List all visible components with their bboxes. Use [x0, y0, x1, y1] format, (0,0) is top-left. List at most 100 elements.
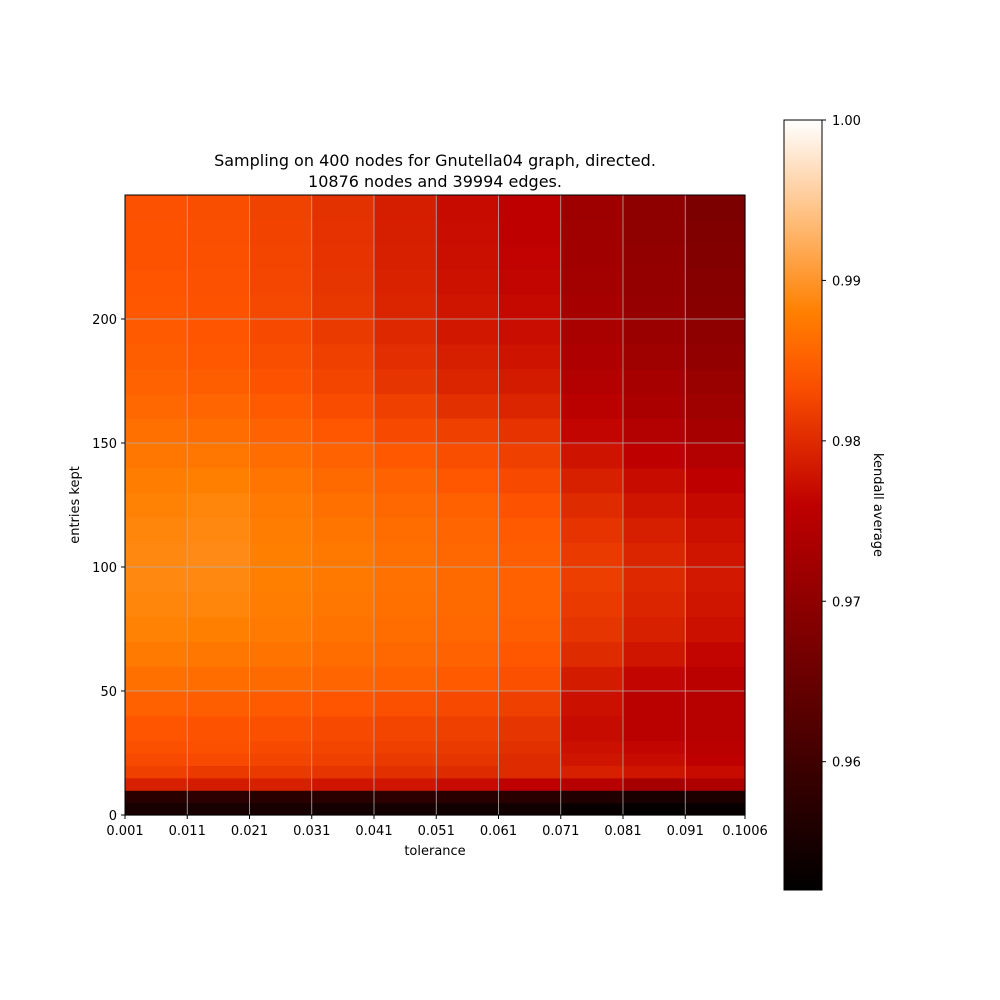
colorbar-label: kendall average — [870, 453, 885, 557]
heatmap-cell — [125, 294, 188, 320]
heatmap-cell — [685, 740, 746, 754]
heatmap-cell — [560, 517, 624, 543]
heatmap-cell — [249, 343, 313, 370]
heatmap-cell — [187, 244, 251, 270]
heatmap-cell — [187, 591, 251, 618]
heatmap-cell — [498, 591, 562, 618]
heatmap-cell — [249, 616, 313, 642]
heatmap-cell — [249, 542, 313, 568]
heatmap-cell — [436, 418, 500, 444]
heatmap-cell — [622, 393, 686, 419]
heatmap-cell — [560, 319, 624, 345]
heatmap-cell — [249, 195, 313, 221]
heatmap-cell — [187, 294, 251, 320]
heatmap-cell — [685, 492, 746, 518]
heatmap-cell — [685, 765, 746, 779]
colorbar-tick-label: 0.99 — [832, 274, 861, 289]
chart-title-line-1: Sampling on 400 nodes for Gnutella04 gra… — [214, 151, 656, 170]
heatmap-cell — [125, 368, 188, 394]
heatmap-cell — [560, 219, 624, 246]
heatmap-cell — [685, 244, 746, 270]
heatmap-cell — [373, 802, 437, 816]
heatmap-cell — [685, 393, 746, 419]
heatmap-cell — [125, 591, 188, 618]
x-tick-label: 0.021 — [231, 824, 268, 839]
heatmap-cell — [125, 517, 188, 543]
heatmap-cell — [373, 393, 437, 419]
x-tick-label: 0.091 — [667, 824, 704, 839]
heatmap-cell — [436, 219, 500, 246]
heatmap-cell — [311, 492, 375, 518]
heatmap-cell — [685, 269, 746, 295]
heatmap-cell — [436, 269, 500, 295]
heatmap-cell — [622, 418, 686, 444]
heatmap-cell — [685, 368, 746, 394]
heatmap-cell — [685, 777, 746, 791]
heatmap-cell — [249, 567, 313, 593]
heatmap-cell — [560, 641, 624, 667]
colorbar — [783, 119, 823, 891]
heatmap-cell — [560, 492, 624, 518]
heatmap-cell — [373, 492, 437, 518]
x-tick-label: 0.071 — [542, 824, 579, 839]
heatmap-cell — [685, 591, 746, 618]
heatmap-cell — [622, 753, 686, 766]
heatmap-cell — [125, 753, 188, 766]
heatmap-cell — [560, 443, 624, 469]
heatmap-cell — [622, 616, 686, 642]
heatmap-cell — [498, 666, 562, 692]
heatmap-cell — [311, 616, 375, 642]
heatmap-cell — [373, 666, 437, 692]
y-tick-label: 100 — [92, 561, 117, 576]
heatmap-cell — [685, 567, 746, 593]
heatmap-cell — [249, 740, 313, 754]
heatmap-cell — [311, 641, 375, 667]
heatmap-cell — [560, 715, 624, 742]
heatmap-cell — [249, 492, 313, 518]
colorbar-tick-label: 0.96 — [832, 756, 861, 771]
heatmap-cell — [187, 715, 251, 742]
heatmap-cell — [436, 542, 500, 568]
heatmap-cell — [187, 567, 251, 593]
plot-frame — [124, 194, 746, 816]
heatmap-cell — [187, 343, 251, 370]
x-axis-ticks: 0.001 0.011 0.021 0.031 0.041 0.051 0.061 0.071… — [106, 815, 768, 839]
heatmap-cell — [685, 802, 746, 816]
heatmap-cell — [249, 691, 313, 717]
heatmap-cell — [498, 567, 562, 593]
heatmap-cell — [125, 765, 188, 779]
heatmap-cell — [560, 591, 624, 618]
heatmap-cell — [560, 467, 624, 494]
heatmap-cell — [311, 244, 375, 270]
heatmap-cell — [249, 219, 313, 246]
heatmap-cell — [311, 443, 375, 469]
heatmap-cell — [498, 443, 562, 469]
heatmap-cell — [373, 443, 437, 469]
heatmap-cell — [436, 641, 500, 667]
heatmap-cell — [373, 368, 437, 394]
heatmap-cell — [498, 777, 562, 791]
heatmap-cell — [498, 418, 562, 444]
heatmap-cell — [436, 715, 500, 742]
heatmap-cell — [125, 467, 188, 494]
x-tick-label: 0.061 — [480, 824, 517, 839]
heatmap-cell — [622, 666, 686, 692]
heatmap-cell — [498, 753, 562, 766]
heatmap-cell — [436, 244, 500, 270]
heatmap-cell — [373, 691, 437, 717]
heatmap-cell — [560, 691, 624, 717]
heatmap-cell — [560, 802, 624, 816]
heatmap-cell — [436, 343, 500, 370]
x-tick-label: 0.041 — [355, 824, 392, 839]
heatmap-cell — [685, 319, 746, 345]
heatmap-cell — [311, 591, 375, 618]
heatmap-cell — [498, 269, 562, 295]
heatmap-cell — [373, 219, 437, 246]
y-tick-label: 150 — [92, 437, 117, 452]
heatmap-cell — [622, 195, 686, 221]
heatmap-cell — [249, 443, 313, 469]
heatmap-cell — [498, 368, 562, 394]
heatmap-cell — [622, 715, 686, 742]
heatmap-cell — [560, 195, 624, 221]
heatmap-cell — [685, 443, 746, 469]
